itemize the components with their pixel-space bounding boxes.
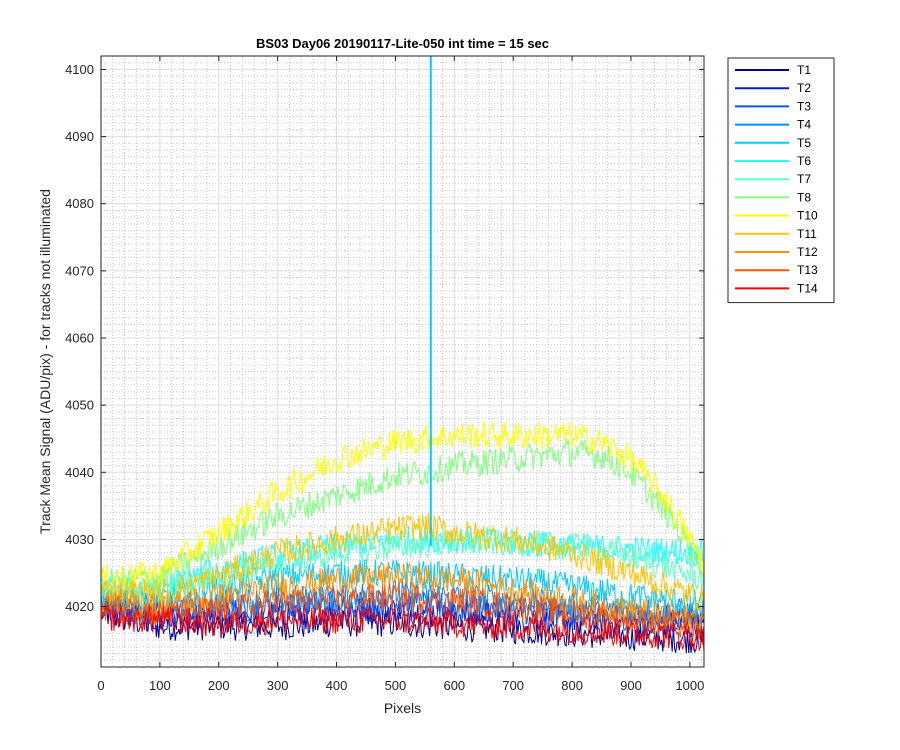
y-tick-label: 4040 [65, 465, 94, 480]
y-tick-label: 4050 [65, 398, 94, 413]
legend-label-t12: T12 [797, 245, 818, 259]
legend-label-t10: T10 [797, 209, 818, 223]
x-tick-label: 1000 [675, 678, 704, 693]
x-tick-label: 700 [502, 678, 524, 693]
y-tick-label: 4060 [65, 331, 94, 346]
legend-label-t6: T6 [797, 154, 811, 168]
legend-label-t5: T5 [797, 136, 811, 150]
legend: T1 T2 T3 T4 T5 T6 T7 T8 T10 T11 T12 T13 T14 [727, 57, 835, 304]
series-lines [100, 56, 705, 654]
series-line-t14 [100, 604, 705, 652]
series-line-t11 [100, 512, 705, 613]
x-tick-label: 100 [149, 678, 171, 693]
x-tick-label: 500 [385, 678, 407, 693]
x-tick-label: 600 [443, 678, 465, 693]
x-tick-label: 400 [326, 678, 348, 693]
plot-area-frame [100, 55, 705, 668]
legend-label-t4: T4 [797, 118, 811, 132]
y-tick-label: 4070 [65, 263, 94, 278]
legend-label-t14: T14 [797, 281, 818, 295]
x-tick-label: 800 [561, 678, 583, 693]
chart-title: BS03 Day06 20190117-Lite-050 int time = … [256, 36, 549, 51]
legend-label-t1: T1 [797, 63, 811, 77]
legend-box [727, 57, 835, 304]
legend-label-t7: T7 [797, 172, 811, 186]
y-tick-label: 4030 [65, 532, 94, 547]
series-line-t8 [100, 439, 705, 595]
legend-label-t13: T13 [797, 263, 818, 277]
series-line-t13 [100, 582, 705, 639]
x-axis-label: Pixels [384, 700, 421, 716]
legend-label-t8: T8 [797, 190, 811, 204]
legend-label-t3: T3 [797, 99, 811, 113]
series-line-t12 [100, 561, 705, 634]
x-tick-label: 200 [208, 678, 230, 693]
y-axis-label: Track Mean Signal (ADU/pix) - for tracks… [37, 189, 53, 534]
y-tick-label: 4080 [65, 196, 94, 211]
y-tick-label: 4100 [65, 62, 94, 77]
legend-label-t2: T2 [797, 81, 811, 95]
series-line-t6 [100, 525, 705, 602]
legend-label-t11: T11 [797, 227, 817, 241]
series-line-t10 [100, 421, 705, 592]
x-tick-label: 0 [97, 678, 104, 693]
y-tick-label: 4090 [65, 129, 94, 144]
y-tick-label: 4020 [65, 599, 94, 614]
x-tick-label: 300 [267, 678, 289, 693]
x-tick-label: 900 [620, 678, 642, 693]
axis-ticks: 0 100 200 300 400 500 600 700 800 900 1000 4020 4030… [65, 56, 704, 693]
